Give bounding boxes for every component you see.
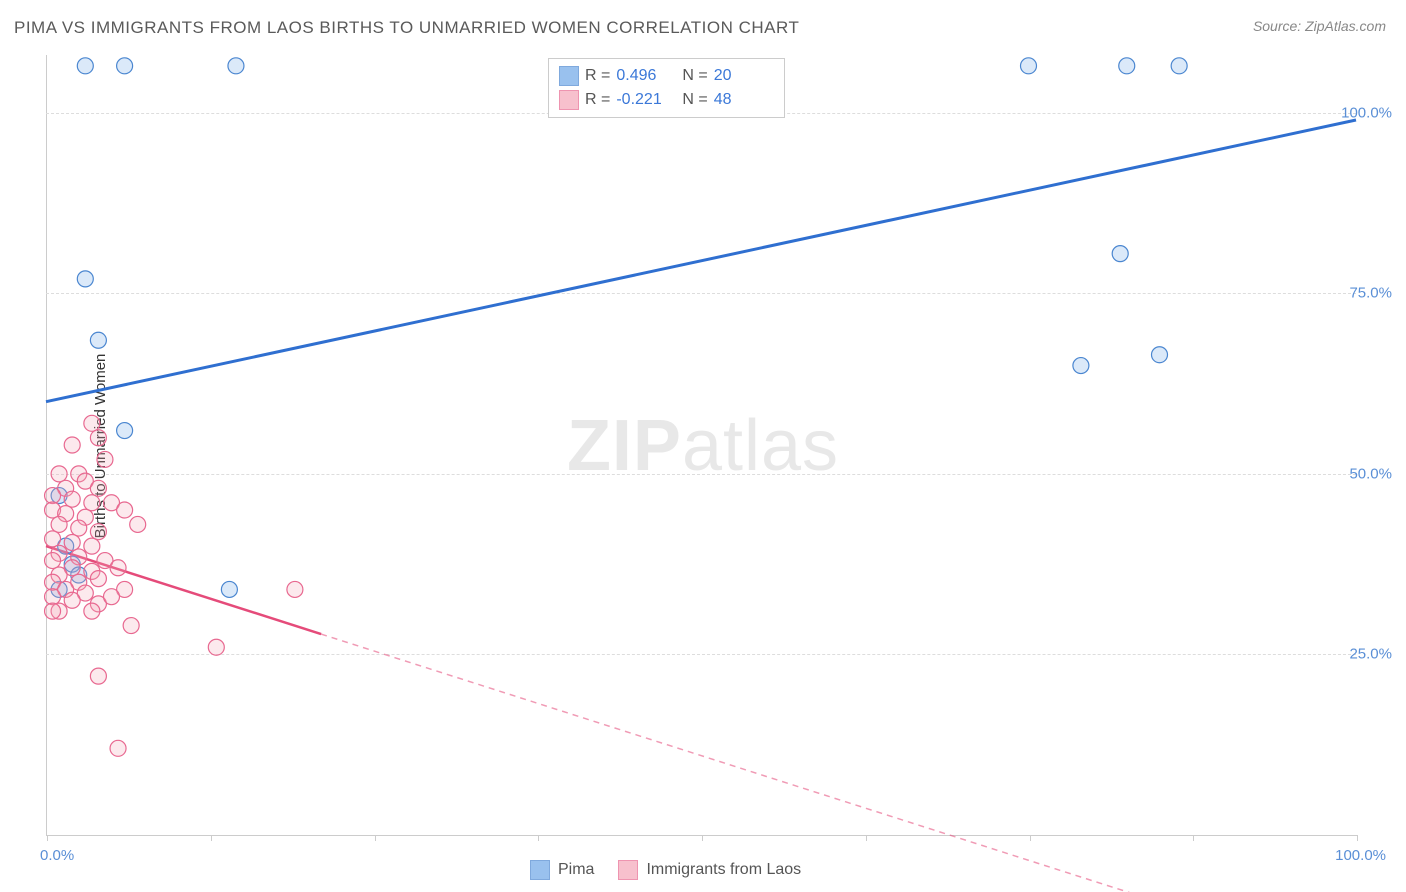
data-point [71,520,87,536]
data-point [1119,58,1135,74]
chart-container: PIMA VS IMMIGRANTS FROM LAOS BIRTHS TO U… [0,0,1406,892]
data-point [97,451,113,467]
series-name-pima: Pima [558,861,594,879]
data-point [104,589,120,605]
data-point [228,58,244,74]
data-point [45,531,61,547]
data-point [117,502,133,518]
data-point [117,58,133,74]
swatch-pima [559,66,579,86]
swatch-laos [618,860,638,880]
data-point [1112,246,1128,262]
x-tick [375,835,376,841]
data-point [77,58,93,74]
series-legend: Pima Immigrants from Laos [530,860,801,880]
series-name-laos: Immigrants from Laos [646,861,801,879]
r-value-pima: 0.496 [616,67,676,85]
data-point [45,589,61,605]
data-point [51,466,67,482]
data-point [123,618,139,634]
scatter-plot-svg [46,55,1356,835]
data-point [90,480,106,496]
correlation-legend: R = 0.496 N = 20 R = -0.221 N = 48 [548,58,785,118]
trend-line-dashed [321,634,1356,892]
x-tick [1357,835,1358,841]
chart-title: PIMA VS IMMIGRANTS FROM LAOS BIRTHS TO U… [14,18,799,38]
n-label: N = [682,67,707,85]
n-label: N = [682,91,707,109]
r-label: R = [585,67,610,85]
x-tick [47,835,48,841]
n-value-pima: 20 [714,67,774,85]
data-point [1021,58,1037,74]
data-point [90,430,106,446]
data-point [1152,347,1168,363]
x-tick-100: 100.0% [1335,847,1386,864]
legend-row-laos: R = -0.221 N = 48 [559,88,774,112]
data-point [64,491,80,507]
data-point [130,516,146,532]
data-point [1171,58,1187,74]
data-point [117,423,133,439]
data-point [64,592,80,608]
data-point [64,437,80,453]
source-attribution: Source: ZipAtlas.com [1253,18,1386,34]
data-point [84,415,100,431]
r-label: R = [585,91,610,109]
x-tick [702,835,703,841]
data-point [110,560,126,576]
data-point [45,553,61,569]
data-point [90,332,106,348]
legend-item-laos: Immigrants from Laos [618,860,801,880]
data-point [84,603,100,619]
swatch-laos [559,90,579,110]
r-value-laos: -0.221 [616,91,676,109]
x-tick-0: 0.0% [40,847,74,864]
x-tick [866,835,867,841]
x-tick [1193,835,1194,841]
data-point [287,581,303,597]
swatch-pima [530,860,550,880]
data-point [45,488,61,504]
data-point [208,639,224,655]
legend-item-pima: Pima [530,860,594,880]
data-point [221,581,237,597]
x-tick [211,835,212,841]
data-point [90,571,106,587]
data-point [90,668,106,684]
data-point [1073,358,1089,374]
x-tick [1030,835,1031,841]
n-value-laos: 48 [714,91,774,109]
data-point [51,516,67,532]
data-point [64,535,80,551]
data-point [84,495,100,511]
data-point [84,538,100,554]
data-point [77,271,93,287]
data-point [110,740,126,756]
legend-row-pima: R = 0.496 N = 20 [559,64,774,88]
data-point [45,603,61,619]
x-tick [538,835,539,841]
data-point [90,524,106,540]
